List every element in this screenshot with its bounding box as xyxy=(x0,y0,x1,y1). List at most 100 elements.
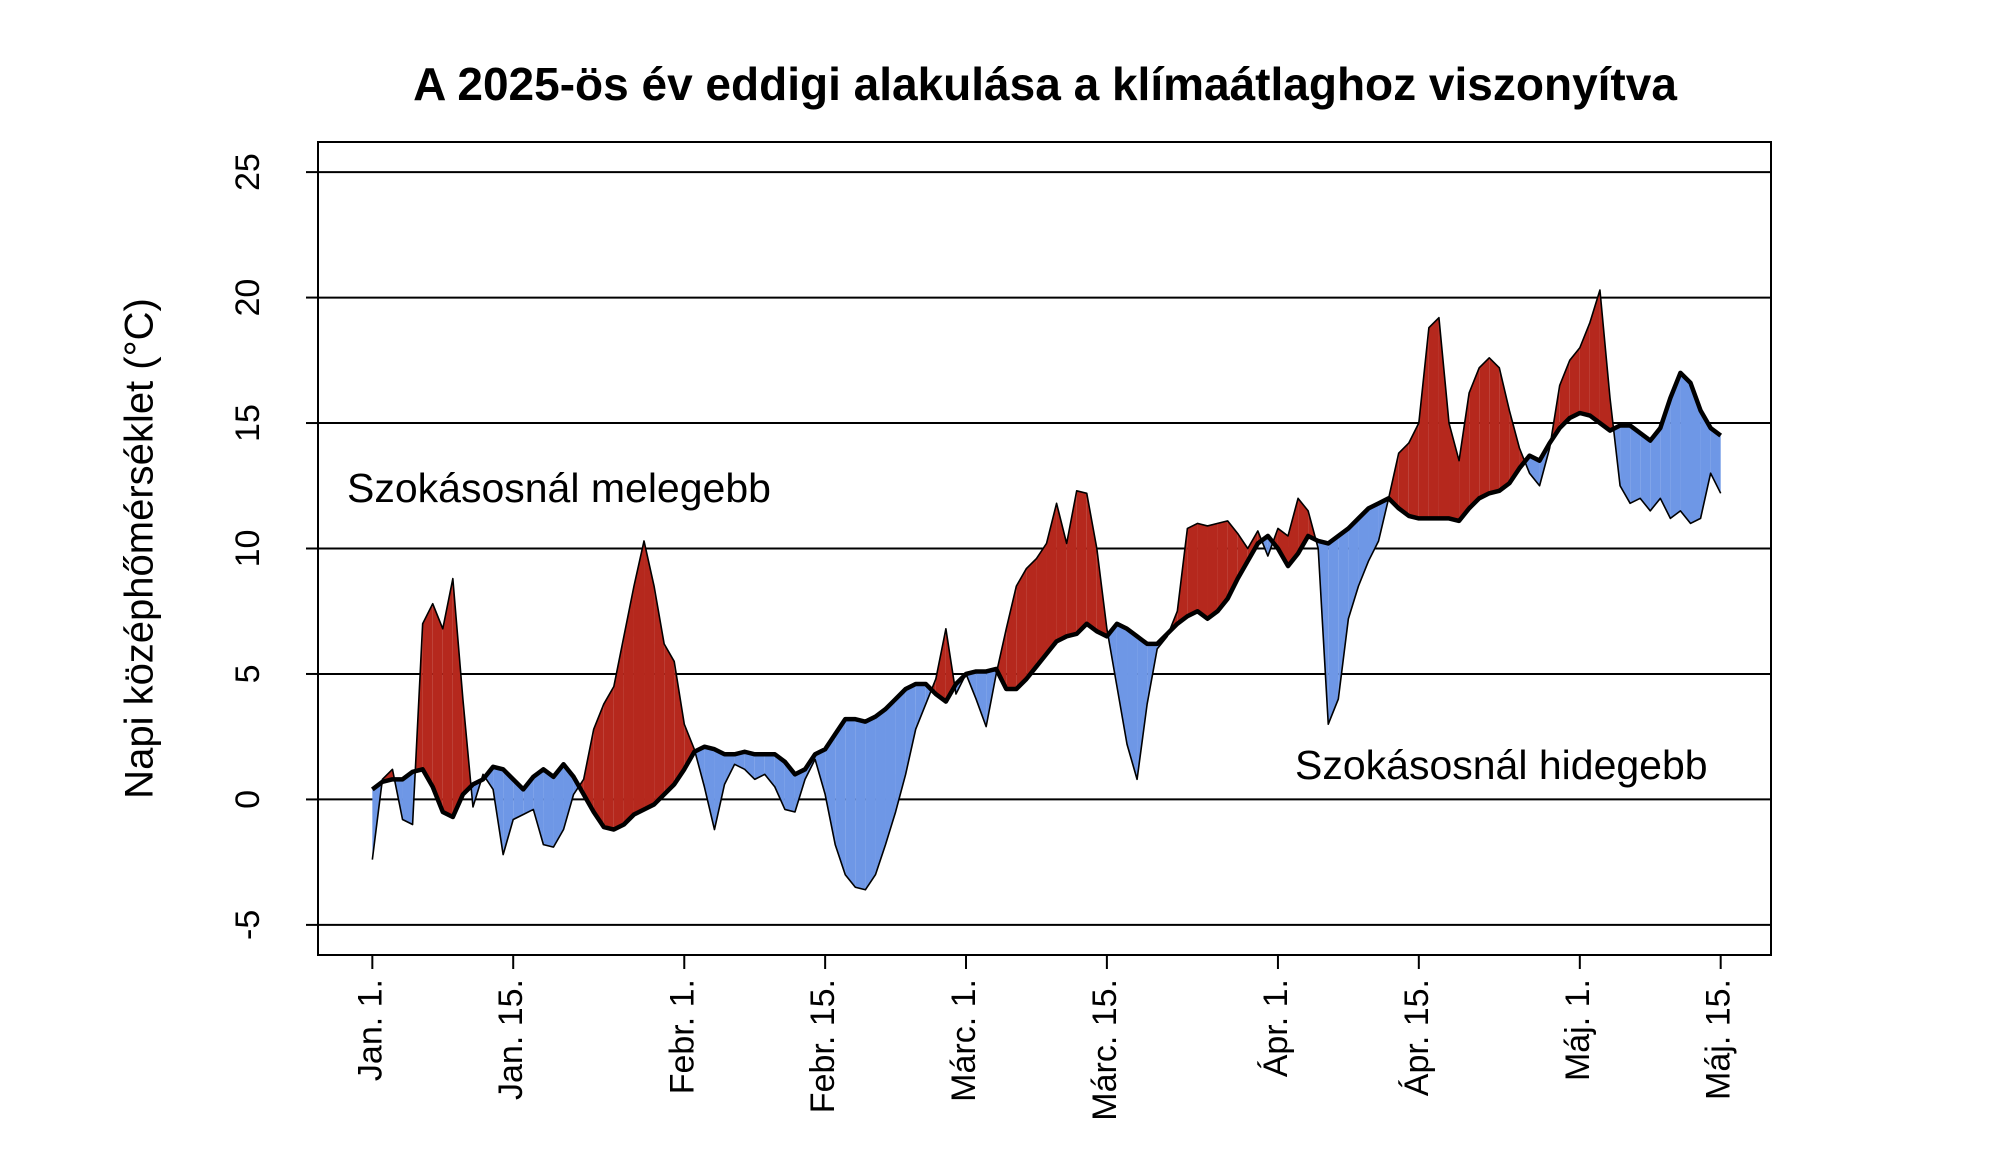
deviation-fill xyxy=(533,769,544,845)
deviation-fill xyxy=(724,754,735,785)
deviation-fill xyxy=(1026,558,1037,679)
actual-line xyxy=(371,289,1722,891)
deviation-fill xyxy=(1690,382,1701,524)
deviation-fill xyxy=(1438,317,1450,519)
deviation-fill xyxy=(1127,628,1138,780)
deviation-fill xyxy=(553,764,564,848)
deviation-fill xyxy=(1459,392,1470,521)
deviation-fill xyxy=(1529,455,1540,486)
deviation-fill xyxy=(684,724,695,770)
deviation-fill xyxy=(1499,367,1510,491)
deviation-fill xyxy=(1086,493,1097,632)
deviation-fill xyxy=(915,684,926,730)
deviation-fill xyxy=(825,734,836,845)
deviation-fill xyxy=(1589,290,1600,424)
deviation-fill xyxy=(1217,520,1228,612)
deviation-fill xyxy=(1650,428,1661,511)
deviation-fill xyxy=(744,751,755,780)
deviation-fill xyxy=(1469,367,1480,509)
deviation-fill xyxy=(593,704,604,828)
deviation-fill xyxy=(774,754,785,810)
deviation-fill xyxy=(1479,357,1490,499)
deviation-fill xyxy=(704,746,715,830)
x-tick-label: Jan. 1. xyxy=(351,979,389,1081)
deviation-fill xyxy=(714,749,725,830)
deviation-fill xyxy=(1006,586,1017,690)
deviation-fill xyxy=(603,686,614,830)
deviation-fill xyxy=(1187,523,1198,617)
y-tick-label: 5 xyxy=(229,665,267,684)
deviation-fill xyxy=(583,729,594,812)
deviation-fill xyxy=(764,754,775,787)
deviation-fill xyxy=(875,709,886,875)
deviation-fill xyxy=(1207,523,1218,619)
annotation: Szokásosnál hidegebb xyxy=(1295,742,1708,788)
deviation-fill xyxy=(422,603,433,787)
deviation-fill xyxy=(1338,528,1349,700)
deviation-fill xyxy=(442,578,453,817)
deviation-fill xyxy=(1489,357,1500,494)
deviation-fill xyxy=(623,586,634,825)
deviation-fill xyxy=(1116,623,1128,745)
y-tick-label: 15 xyxy=(229,404,267,442)
x-tick-label: Máj. 15. xyxy=(1700,979,1738,1100)
deviation-fill xyxy=(674,661,685,785)
deviation-fill xyxy=(1449,423,1460,521)
deviation-fill xyxy=(654,586,665,805)
deviation-fill xyxy=(1569,347,1580,419)
deviation-fill xyxy=(503,769,514,855)
deviation-fill xyxy=(1368,503,1379,562)
deviation-fill xyxy=(1509,410,1520,484)
y-tick-label: 25 xyxy=(229,153,267,191)
x-tick-label: Jan. 15. xyxy=(492,979,530,1100)
deviation-fill xyxy=(1620,425,1631,504)
deviation-fill xyxy=(1670,372,1681,519)
deviation-fill xyxy=(1408,423,1419,519)
deviation-fill xyxy=(1680,372,1691,524)
deviation-fill xyxy=(865,716,876,890)
deviation-fill xyxy=(1418,327,1429,519)
x-tick-label: Ápr. 15. xyxy=(1398,979,1436,1096)
x-tick-label: Márc. 1. xyxy=(945,979,983,1102)
deviation-fill xyxy=(1066,490,1077,637)
deviation-fill xyxy=(402,771,413,825)
deviation-fill xyxy=(976,671,987,727)
deviation-fill xyxy=(855,719,866,890)
deviation-fill xyxy=(1277,528,1289,567)
deviation-fill xyxy=(493,766,504,855)
deviation-fill xyxy=(452,578,463,817)
deviation-fill xyxy=(1328,535,1339,725)
deviation-fill xyxy=(1197,523,1208,619)
deviation-fill xyxy=(905,684,916,775)
x-tick-label: Febr. 15. xyxy=(804,979,842,1113)
deviation-fill xyxy=(1288,498,1299,567)
deviation-fill xyxy=(613,636,624,830)
deviation-fill xyxy=(523,776,534,815)
deviation-fill xyxy=(935,628,946,702)
x-tick-label: Márc. 15. xyxy=(1086,979,1124,1121)
y-tick-label: 0 xyxy=(229,790,267,809)
deviation-fill xyxy=(1640,433,1651,511)
chart-title: A 2025-ös év eddigi alakulása a klímaátl… xyxy=(413,58,1677,110)
deviation-fill xyxy=(754,754,765,780)
deviation-fill xyxy=(1056,503,1067,642)
x-tick-label: Febr. 1. xyxy=(663,979,701,1094)
x-tick-label: Ápr. 1. xyxy=(1257,979,1295,1077)
annotation: Szokásosnál melegebb xyxy=(347,465,771,511)
deviation-fill xyxy=(1559,360,1570,429)
deviation-fill xyxy=(432,603,443,812)
deviation-fill xyxy=(1700,410,1711,519)
deviation-fill xyxy=(1076,490,1087,634)
deviation-fill xyxy=(1428,317,1439,519)
y-axis-label: Napi középhőmérséklet (°C) xyxy=(118,298,162,799)
deviation-fill xyxy=(1046,503,1057,654)
y-tick-label: 10 xyxy=(229,530,267,568)
deviation-fill xyxy=(633,540,645,815)
deviation-fill xyxy=(885,699,896,845)
deviation-fill xyxy=(1016,568,1027,690)
average-line xyxy=(370,370,1723,832)
deviation-fill xyxy=(563,764,574,830)
deviation-fill xyxy=(1036,543,1047,667)
